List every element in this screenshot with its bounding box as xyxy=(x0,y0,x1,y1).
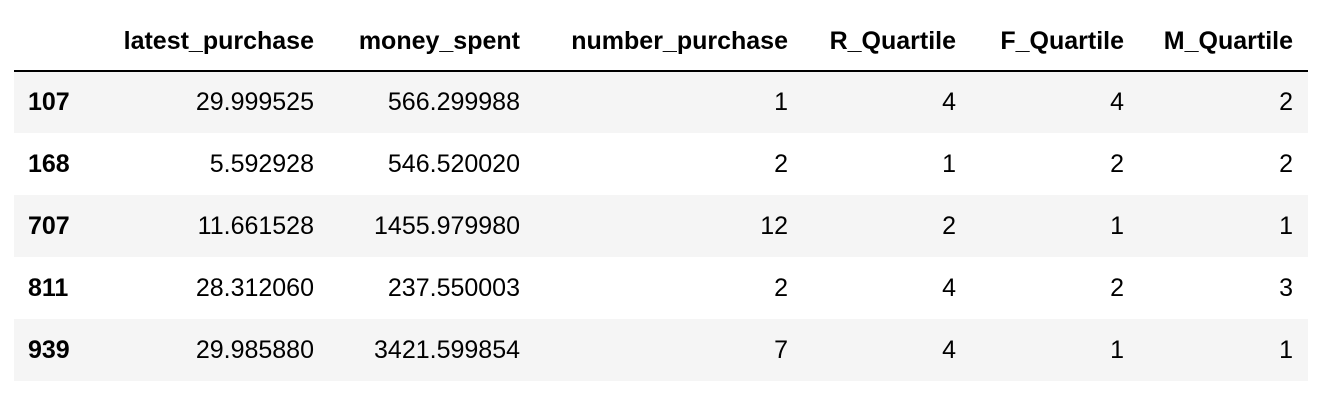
column-header-r-quartile: R_Quartile xyxy=(803,12,971,72)
cell-r-quartile: 4 xyxy=(942,273,956,302)
dataframe-output: latest_purchase money_spent number_purch… xyxy=(14,12,1308,381)
cell-number-purchase: 12 xyxy=(760,211,788,240)
cell-r-quartile: 1 xyxy=(942,149,956,178)
cell-latest-purchase: 11.661528 xyxy=(197,211,314,240)
table-header: latest_purchase money_spent number_purch… xyxy=(14,12,1308,72)
column-header-money-spent: money_spent xyxy=(329,12,535,72)
cell-m-quartile: 3 xyxy=(1279,273,1293,302)
column-header-number-purchase: number_purchase xyxy=(535,12,803,72)
cell-m-quartile: 2 xyxy=(1279,88,1293,116)
cell-m-quartile: 1 xyxy=(1279,211,1293,240)
row-index: 168 xyxy=(28,149,70,178)
cell-f-quartile: 4 xyxy=(1110,88,1124,116)
cell-number-purchase: 1 xyxy=(774,88,788,116)
cell-latest-purchase: 28.312060 xyxy=(195,273,314,302)
cell-number-purchase: 2 xyxy=(774,149,788,178)
cell-latest-purchase: 29.985880 xyxy=(195,335,314,364)
cell-f-quartile: 2 xyxy=(1110,273,1124,302)
cell-money-spent: 546.520020 xyxy=(387,149,520,178)
row-index: 107 xyxy=(28,88,70,116)
cell-number-purchase: 7 xyxy=(774,335,788,364)
cell-money-spent: 3421.599854 xyxy=(374,335,520,364)
row-index: 939 xyxy=(28,335,70,364)
cell-m-quartile: 1 xyxy=(1279,335,1293,364)
cell-money-spent: 1455.979980 xyxy=(374,211,520,240)
cell-f-quartile: 2 xyxy=(1110,149,1124,178)
index-header xyxy=(14,12,102,72)
column-header-m-quartile: M_Quartile xyxy=(1139,12,1308,72)
dataframe-table: latest_purchase money_spent number_purch… xyxy=(14,12,1308,381)
cell-r-quartile: 4 xyxy=(942,335,956,364)
cell-money-spent: 237.550003 xyxy=(387,273,520,302)
table-row: 107 29.999525 566.299988 1 4 4 2 xyxy=(14,71,1308,133)
column-header-f-quartile: F_Quartile xyxy=(971,12,1139,72)
cell-f-quartile: 1 xyxy=(1110,211,1124,240)
table-row: 168 5.592928 546.520020 2 1 2 2 xyxy=(14,133,1308,195)
cell-m-quartile: 2 xyxy=(1279,149,1293,178)
cell-f-quartile: 1 xyxy=(1110,335,1124,364)
cell-latest-purchase: 5.592928 xyxy=(209,149,314,178)
header-row: latest_purchase money_spent number_purch… xyxy=(14,12,1308,72)
table-row: 939 29.985880 3421.599854 7 4 1 1 xyxy=(14,319,1308,381)
row-index: 811 xyxy=(28,273,69,302)
column-header-latest-purchase: latest_purchase xyxy=(102,12,329,72)
cell-number-purchase: 2 xyxy=(774,273,788,302)
table-row: 811 28.312060 237.550003 2 4 2 3 xyxy=(14,257,1308,319)
cell-r-quartile: 2 xyxy=(942,211,956,240)
cell-latest-purchase: 29.999525 xyxy=(195,88,314,116)
table-row: 707 11.661528 1455.979980 12 2 1 1 xyxy=(14,195,1308,257)
table-body: 107 29.999525 566.299988 1 4 4 2 168 5.5… xyxy=(14,71,1308,381)
row-index: 707 xyxy=(28,211,70,240)
cell-money-spent: 566.299988 xyxy=(387,88,520,116)
cell-r-quartile: 4 xyxy=(942,88,956,116)
